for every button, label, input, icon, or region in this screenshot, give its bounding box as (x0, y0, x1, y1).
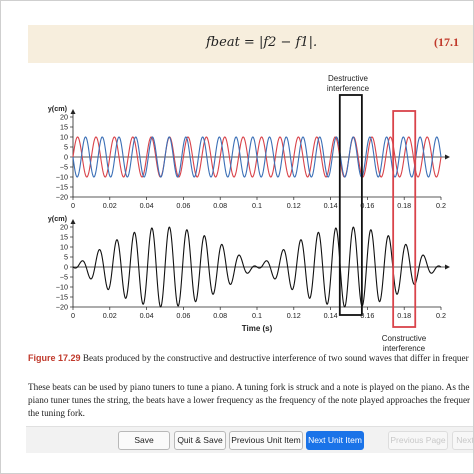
top-x-tick-label: 0.14 (324, 201, 338, 210)
bottom-x-tick-label: 0.14 (324, 311, 338, 320)
save-button[interactable]: Save (118, 431, 170, 450)
top-x-tick-label: 0.1 (252, 201, 262, 210)
destructive-interference-box (338, 94, 363, 316)
top-y-label: y(cm) (48, 104, 68, 113)
destructive-label-line1: Destructive (328, 74, 369, 83)
top-x-tick-label: 0.16 (360, 201, 374, 210)
top-x-tick-label: 0.12 (287, 201, 301, 210)
bottom-x-label: Time (s) (242, 324, 273, 333)
top-y-tick-label: −15 (56, 183, 68, 192)
bottom-y-tick-label: −20 (56, 303, 68, 312)
bottom-y-tick-label: 20 (60, 223, 68, 232)
beat-frequency-formula: fbeat = |f2 − f1|. (206, 35, 317, 50)
bottom-y-label: y(cm) (48, 214, 68, 223)
quit-and-save-button[interactable]: Quit & Save (174, 431, 226, 450)
constructive-label-line1: Constructive (382, 334, 427, 343)
bottom-x-tick-label: 0.06 (176, 311, 190, 320)
constructive-label-line2: interference (383, 344, 426, 353)
figure-label: Figure 17.29 (28, 353, 81, 363)
top-x-tick-label: 0 (71, 201, 75, 210)
bottom-x-arrow (445, 264, 450, 270)
top-x-tick-label: 0.02 (103, 201, 117, 210)
previous-page-button[interactable]: Previous Page (388, 431, 448, 450)
bottom-y-tick-label: 0 (64, 263, 68, 272)
equation-number: (17.1 (434, 35, 459, 49)
top-y-tick-label: −5 (60, 163, 68, 172)
bottom-x-tick-label: 0.16 (360, 311, 374, 320)
bottom-y-tick-label: 5 (64, 253, 68, 262)
destructive-label-line2: interference (327, 84, 370, 93)
top-x-tick-label: 0.18 (397, 201, 411, 210)
previous-unit-item-button[interactable]: Previous Unit Item (229, 431, 303, 450)
top-y-tick-label: 20 (60, 113, 68, 122)
constructive-interference-box (392, 110, 417, 328)
formula-text: fbeat = |f2 − f1|. (206, 35, 318, 50)
bottom-x-tick-label: 0.18 (397, 311, 411, 320)
bottom-x-tick-label: 0.02 (103, 311, 117, 320)
top-y-arrow (70, 109, 76, 114)
top-y-tick-label: 15 (60, 123, 68, 132)
equation-box (28, 25, 473, 63)
bottom-y-tick-label: −5 (60, 273, 68, 282)
bottom-x-tick-label: 0.2 (436, 311, 446, 320)
top-series-blue (72, 136, 442, 178)
bottom-x-tick-label: 0.12 (287, 311, 301, 320)
body-line: These beats can be used by piano tuners … (28, 382, 470, 392)
bottom-y-tick-label: 15 (60, 233, 68, 242)
top-x-tick-label: 0.06 (176, 201, 190, 210)
bottom-series-black (72, 226, 442, 308)
top-x-tick-label: 0.08 (213, 201, 227, 210)
top-y-tick-label: −10 (56, 173, 68, 182)
top-y-tick-label: 10 (60, 133, 68, 142)
bottom-x-tick-label: 0.08 (213, 311, 227, 320)
caption-text: Beats produced by the constructive and d… (80, 353, 469, 363)
figure-caption: Figure 17.29 Beats produced by the const… (28, 353, 473, 363)
bottom-x-tick-label: 0.04 (140, 311, 154, 320)
next-page-button[interactable]: Next P (452, 431, 473, 450)
annotations: Destructive interference Constructive in… (327, 74, 427, 353)
bottom-y-tick-label: −10 (56, 283, 68, 292)
bottom-x-tick-label: 0.1 (252, 311, 262, 320)
body-line: the tuning fork. (28, 407, 85, 418)
bottom-y-arrow (70, 219, 76, 224)
top-y-tick-label: −20 (56, 193, 68, 202)
bottom-y-tick-label: −15 (56, 293, 68, 302)
body-line: piano tuner tunes the string, the beats … (28, 394, 471, 405)
bottom-y-tick-label: 10 (60, 243, 68, 252)
top-x-tick-label: 0.04 (140, 201, 154, 210)
top-y-tick-label: 0 (64, 153, 68, 162)
top-x-tick-label: 0.2 (436, 201, 446, 210)
top-y-tick-label: 5 (64, 143, 68, 152)
top-x-arrow (445, 154, 450, 160)
bottom-margin (1, 456, 473, 473)
bottom-x-tick-label: 0 (71, 311, 75, 320)
body-paragraph: These beats can be used by piano tuners … (28, 381, 473, 419)
next-unit-item-button[interactable]: Next Unit Item (306, 431, 364, 450)
navigation-toolbar: Save Quit & Save Previous Unit Item Next… (26, 426, 473, 453)
